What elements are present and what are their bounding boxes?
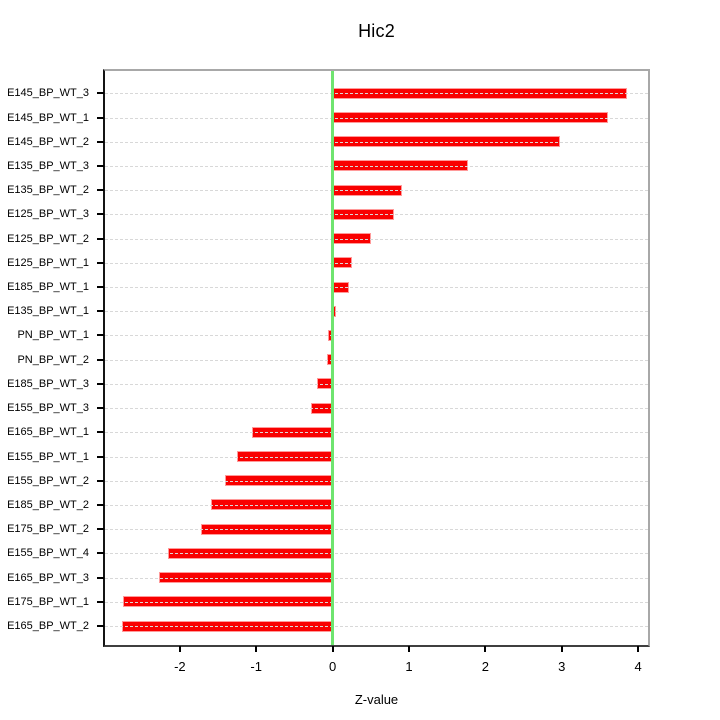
x-tick-mark xyxy=(560,646,563,652)
y-axis-label: E125_BP_WT_1 xyxy=(7,256,89,269)
y-axis-label: E135_BP_WT_1 xyxy=(7,305,89,318)
y-tick-mark xyxy=(97,528,104,531)
y-tick-mark xyxy=(97,237,104,240)
y-tick-mark xyxy=(97,92,104,95)
y-tick-mark xyxy=(97,431,104,434)
grid-line xyxy=(105,553,648,555)
y-axis-label: E175_BP_WT_2 xyxy=(7,523,89,536)
grid-line xyxy=(105,601,648,603)
x-tick-mark xyxy=(255,646,258,652)
y-axis-label: E135_BP_WT_3 xyxy=(7,159,89,172)
y-tick-mark xyxy=(97,164,104,167)
grid-line xyxy=(105,577,648,579)
grid-line xyxy=(105,190,648,192)
zero-reference-line xyxy=(331,71,335,645)
plot-area xyxy=(103,69,650,647)
x-tick-label: -2 xyxy=(174,659,186,674)
y-axis-label: E175_BP_WT_1 xyxy=(7,595,89,608)
y-tick-mark xyxy=(97,625,104,628)
y-tick-mark xyxy=(97,358,104,361)
y-axis-label: E165_BP_WT_3 xyxy=(7,571,89,584)
y-axis-label: E125_BP_WT_3 xyxy=(7,208,89,221)
y-tick-mark xyxy=(97,286,104,289)
y-axis-label: E155_BP_WT_4 xyxy=(7,547,89,560)
y-tick-mark xyxy=(97,116,104,119)
y-tick-mark xyxy=(97,189,104,192)
grid-line xyxy=(105,504,648,506)
x-tick-mark xyxy=(407,646,410,652)
grid-line xyxy=(105,408,648,410)
grid-line xyxy=(105,141,648,143)
y-tick-mark xyxy=(97,479,104,482)
y-axis-label: E145_BP_WT_2 xyxy=(7,135,89,148)
y-tick-mark xyxy=(97,503,104,506)
x-tick-label: 4 xyxy=(634,659,642,674)
y-axis-label: PN_BP_WT_2 xyxy=(17,353,89,366)
y-axis-label: E145_BP_WT_1 xyxy=(7,111,89,124)
x-tick-label: -1 xyxy=(250,659,262,674)
y-tick-mark xyxy=(97,600,104,603)
y-tick-mark xyxy=(97,140,104,143)
grid-line xyxy=(105,311,648,313)
y-axis-label: E185_BP_WT_2 xyxy=(7,498,89,511)
y-tick-mark xyxy=(97,455,104,458)
y-tick-mark xyxy=(97,552,104,555)
chart-title: Hic2 xyxy=(358,21,395,41)
grid-line xyxy=(105,214,648,216)
y-tick-mark xyxy=(97,310,104,313)
y-tick-mark xyxy=(97,382,104,385)
y-axis-label: E125_BP_WT_2 xyxy=(7,232,89,245)
y-tick-mark xyxy=(97,407,104,410)
x-tick-label: 2 xyxy=(481,659,489,674)
grid-line xyxy=(105,529,648,531)
grid-line xyxy=(105,287,648,289)
grid-line xyxy=(105,432,648,434)
x-tick-label: 3 xyxy=(558,659,566,674)
grid-line xyxy=(105,262,648,264)
x-tick-mark xyxy=(178,646,181,652)
y-tick-mark xyxy=(97,576,104,579)
x-tick-label: 1 xyxy=(405,659,413,674)
y-axis-label: E165_BP_WT_2 xyxy=(7,620,89,633)
x-axis-title: Z-value xyxy=(354,692,399,707)
grid-line xyxy=(105,359,648,361)
grid-line xyxy=(105,117,648,119)
grid-line xyxy=(105,626,648,628)
y-tick-mark xyxy=(97,213,104,216)
x-tick-mark xyxy=(637,646,640,652)
grid-line xyxy=(105,93,648,95)
y-tick-mark xyxy=(97,261,104,264)
y-axis-label: E185_BP_WT_1 xyxy=(7,281,89,294)
y-axis-label: PN_BP_WT_1 xyxy=(17,329,89,342)
grid-line xyxy=(105,456,648,458)
x-tick-mark xyxy=(331,646,334,652)
grid-line xyxy=(105,383,648,385)
y-axis-label: E165_BP_WT_1 xyxy=(7,426,89,439)
y-axis-label: E155_BP_WT_2 xyxy=(7,474,89,487)
y-axis-label: E155_BP_WT_1 xyxy=(7,450,89,463)
y-axis-label: E135_BP_WT_2 xyxy=(7,184,89,197)
grid-line xyxy=(105,165,648,167)
y-axis-label: E185_BP_WT_3 xyxy=(7,377,89,390)
y-tick-mark xyxy=(97,334,104,337)
grid-line xyxy=(105,238,648,240)
x-tick-mark xyxy=(484,646,487,652)
y-axis-label: E155_BP_WT_3 xyxy=(7,402,89,415)
x-tick-label: 0 xyxy=(328,659,337,674)
y-axis-label: E145_BP_WT_3 xyxy=(7,87,89,100)
grid-line xyxy=(105,480,648,482)
grid-line xyxy=(105,335,648,337)
